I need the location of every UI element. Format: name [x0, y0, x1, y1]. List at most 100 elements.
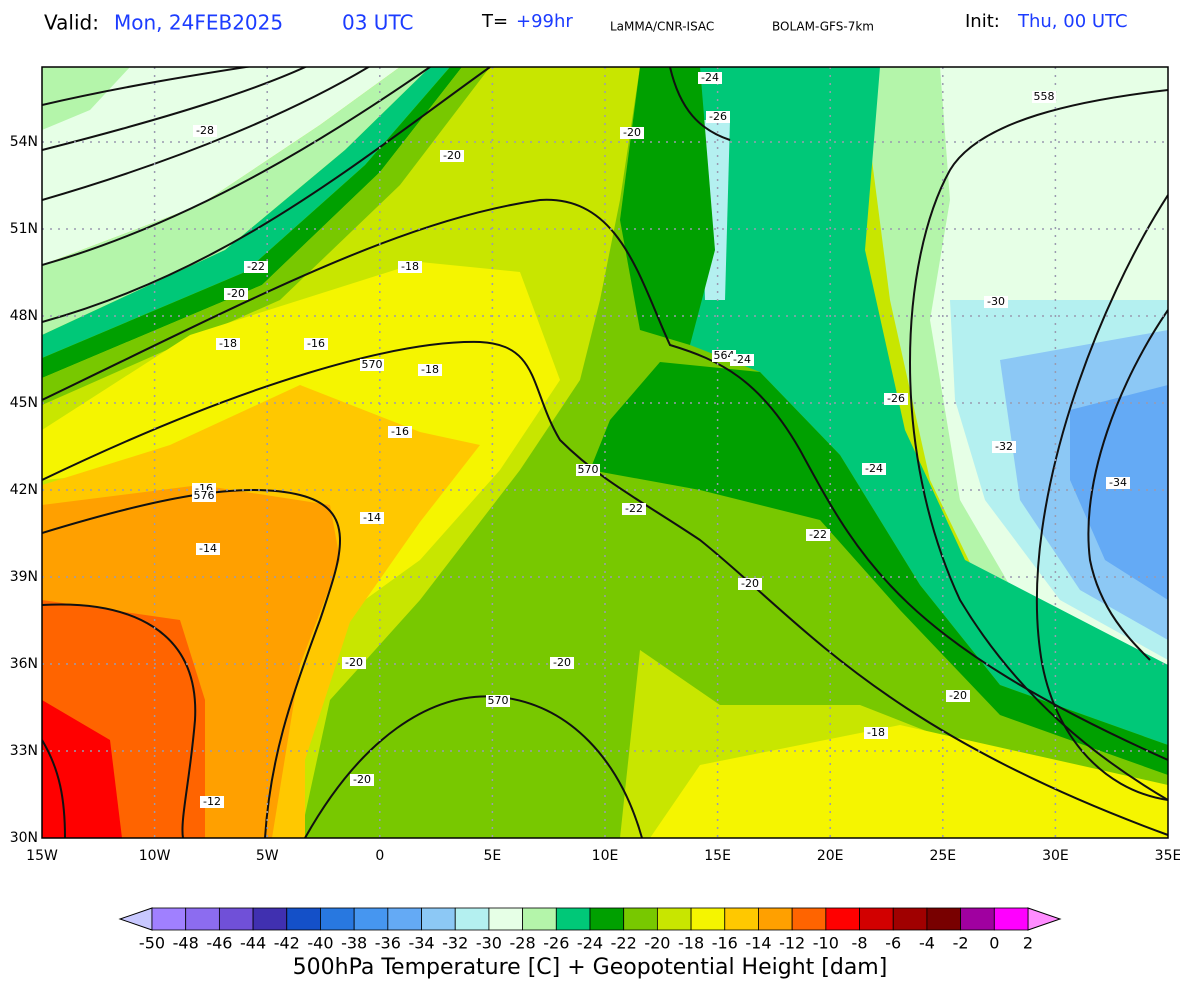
colorbar-label: -10	[813, 934, 839, 953]
contour-label-bg	[342, 657, 366, 669]
contour-label-bg	[216, 338, 240, 350]
lon-label: 15W	[26, 848, 58, 864]
contour	[1087, 309, 1168, 661]
colorbar-label: -12	[779, 934, 805, 953]
lon-label: 20E	[817, 848, 844, 864]
field	[650, 725, 1168, 838]
colorbar-cell	[926, 907, 962, 931]
colorbar-cell	[589, 907, 625, 931]
contour	[42, 67, 371, 201]
lon-label: 10E	[592, 848, 619, 864]
contour-label-bg	[576, 464, 600, 476]
contour-label-bg	[620, 127, 644, 139]
colorbar-label: -6	[885, 934, 901, 953]
lat-label: 33N	[10, 743, 38, 759]
colorbar-cell	[758, 907, 793, 931]
colorbar-cell	[286, 907, 321, 931]
contour	[42, 488, 341, 838]
contour-label: -26	[887, 392, 905, 405]
contour-label-bg	[360, 359, 384, 371]
contour-label-bg	[224, 288, 248, 300]
contour-label-bg	[864, 727, 888, 739]
contour-label: -20	[949, 689, 967, 702]
contour-label: -34	[1109, 476, 1127, 489]
contour-label: 558	[1034, 90, 1055, 103]
contour-label-bg	[1106, 477, 1130, 489]
colorbar-cell	[623, 907, 658, 931]
contour-label: -18	[421, 363, 439, 376]
contour-label-bg	[698, 72, 722, 84]
colorbar-label: -18	[678, 934, 704, 953]
contour-label-bg	[440, 150, 464, 162]
model: BOLAM-GFS-7km	[772, 20, 874, 34]
colorbar-label: -34	[408, 934, 434, 953]
valid-date: Mon, 24FEB2025	[114, 11, 283, 35]
contour-label: -24	[733, 353, 751, 366]
contour-label: -30	[987, 295, 1005, 308]
field	[42, 67, 400, 265]
contour-label: -20	[623, 126, 641, 139]
colorbar-label: -26	[543, 934, 569, 953]
lon-label: 0	[375, 848, 384, 864]
colorbar-cell	[690, 907, 726, 931]
contour	[42, 67, 432, 266]
colorbar-label: -50	[139, 934, 165, 953]
colorbar-cell	[151, 907, 187, 931]
init-label: Init:	[965, 11, 1000, 32]
colorbar-cell	[454, 907, 490, 931]
field	[42, 67, 450, 358]
contour-label-bg	[196, 543, 220, 555]
lat-label: 45N	[10, 395, 38, 411]
lon-label: 30E	[1042, 848, 1069, 864]
colorbar-cell	[892, 907, 928, 931]
colorbar: -50 -48 -46 -44 -42 -40 -38 -36 -34 -32 -30 -28 -26-…	[118, 907, 1062, 953]
contour-label: -28	[196, 124, 214, 137]
lat-label: 42N	[10, 482, 38, 498]
contour-label: 570	[578, 463, 599, 476]
lat-label: 54N	[10, 134, 38, 150]
contour-label-bg	[360, 512, 384, 524]
contour-label-bg	[486, 695, 510, 707]
contour-label-bg	[304, 338, 328, 350]
contour	[42, 67, 491, 323]
t-label: T=	[481, 11, 508, 32]
contour	[1035, 194, 1168, 801]
contour-label: 576	[194, 489, 215, 502]
colorbar-label: -24	[577, 934, 603, 953]
contour-label-bg	[192, 490, 216, 502]
contour-label: -14	[363, 511, 381, 524]
contour	[669, 67, 731, 141]
contour-label: -24	[701, 71, 719, 84]
contour-label: -18	[401, 260, 419, 273]
contour-label-bg	[992, 441, 1016, 453]
contour-label: -20	[353, 773, 371, 786]
colorbar-cell	[724, 907, 759, 931]
height-contours	[42, 67, 1168, 838]
contour-label-bg	[730, 354, 754, 366]
colorbar-cell	[353, 907, 389, 931]
contour-label-bg	[244, 261, 268, 273]
colorbar-label: -8	[852, 934, 868, 953]
contour-label: -16	[391, 425, 409, 438]
map-frame	[41, 66, 1169, 839]
lon-label: 5E	[484, 848, 502, 864]
field	[590, 362, 1168, 775]
colorbar-label: -42	[274, 934, 300, 953]
colorbar-label: -4	[919, 934, 935, 953]
field	[42, 67, 130, 130]
field	[690, 67, 1168, 745]
init-value: Thu, 00 UTC	[1017, 11, 1128, 32]
contour-label-bg	[862, 463, 886, 475]
colorbar-label: -44	[240, 934, 266, 953]
contour-label-bg	[806, 529, 830, 541]
lon-label: 15E	[704, 848, 731, 864]
colorbar-cell	[993, 907, 1029, 931]
field	[42, 700, 122, 838]
contour-label: -22	[625, 502, 643, 515]
contour-label: 570	[362, 358, 383, 371]
contour-label-bg	[622, 503, 646, 515]
contour	[42, 340, 1168, 836]
contour-label: 564	[714, 349, 735, 362]
contour-label-bg	[550, 657, 574, 669]
grid	[42, 67, 1168, 838]
